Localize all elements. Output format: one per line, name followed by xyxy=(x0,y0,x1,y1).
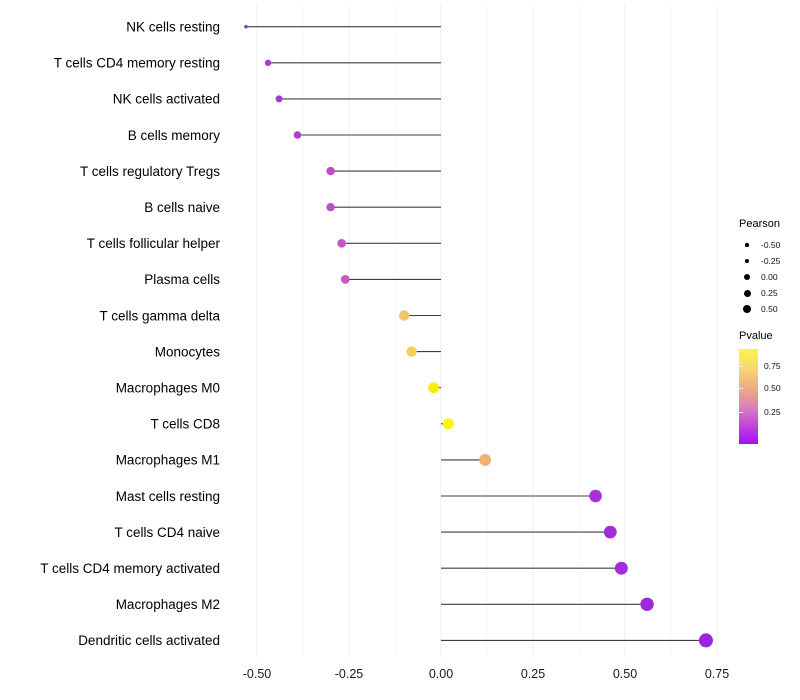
x-axis-tick-label: -0.50 xyxy=(243,667,272,681)
y-axis-label: T cells follicular helper xyxy=(87,236,221,251)
lollipop-dot xyxy=(614,561,628,575)
gradient-tick xyxy=(739,411,743,413)
x-axis-tick-label: 0.25 xyxy=(521,667,545,681)
lollipop-dot xyxy=(293,131,302,139)
y-axis-label: T cells CD8 xyxy=(150,417,220,432)
lollipop-dot xyxy=(479,453,492,466)
pvalue-gradient-bar: 0.75 0.50 0.25 xyxy=(739,349,781,444)
size-legend-dot-cell xyxy=(739,289,755,297)
size-legend-entry: 0.00 xyxy=(739,269,799,285)
size-legend-dot-cell xyxy=(739,274,755,280)
y-axis-label: T cells CD4 memory activated xyxy=(40,561,220,576)
gradient-tick xyxy=(739,388,743,390)
size-legend-dot xyxy=(744,258,750,264)
x-axis-tick-label: -0.25 xyxy=(335,667,364,681)
y-axis-label: Plasma cells xyxy=(144,272,220,287)
color-legend: Pvalue 0.75 0.50 0.25 xyxy=(739,330,799,444)
y-axis-label: T cells gamma delta xyxy=(99,308,220,323)
x-axis-tick-label: 0.50 xyxy=(613,667,637,681)
gradient-tick-label: 0.25 xyxy=(764,406,781,417)
lollipop-dot xyxy=(640,597,654,611)
y-axis-label: Macrophages M1 xyxy=(116,453,220,468)
y-axis-label: Mast cells resting xyxy=(116,489,220,504)
y-axis-label: Macrophages M0 xyxy=(116,381,220,396)
y-axis-label: T cells regulatory Tregs xyxy=(80,164,220,179)
lollipop-dot xyxy=(275,95,283,103)
color-legend-title: Pvalue xyxy=(739,330,773,342)
lollipop-dot xyxy=(406,346,417,357)
y-axis-label: T cells CD4 memory resting xyxy=(54,56,220,71)
gradient-tick-label: 0.50 xyxy=(764,383,781,394)
y-axis-label: B cells memory xyxy=(128,128,221,143)
size-legend-dot xyxy=(745,243,749,247)
size-legend-label: 0.25 xyxy=(761,288,778,298)
pvalue-gradient xyxy=(739,349,758,444)
y-axis-label: B cells naive xyxy=(144,200,220,215)
size-legend-label: 0.50 xyxy=(761,304,778,314)
lollipop-dot xyxy=(326,203,335,212)
size-legend-dot xyxy=(743,305,751,313)
size-legend-dot-cell xyxy=(739,305,755,313)
y-axis-label: NK cells activated xyxy=(113,92,220,107)
size-legend-entry: 0.50 xyxy=(739,301,799,317)
gradient-tick-label: 0.75 xyxy=(764,360,781,371)
y-axis-label: Monocytes xyxy=(155,344,221,359)
size-legend-dot xyxy=(743,289,751,297)
size-legend-dot-cell xyxy=(739,243,755,247)
y-axis-label: NK cells resting xyxy=(126,20,220,35)
lollipop-dot xyxy=(399,310,410,321)
size-legend-entries: -0.50 -0.25 0.00 0.25 0.50 xyxy=(739,237,799,317)
gradient-tick xyxy=(739,365,743,367)
lollipop-dot xyxy=(603,525,617,539)
size-legend-label: -0.25 xyxy=(761,256,781,266)
y-axis-label: Macrophages M2 xyxy=(116,597,220,612)
lollipop-dot xyxy=(340,275,350,284)
size-legend-entry: -0.25 xyxy=(739,253,799,269)
y-axis-label: Dendritic cells activated xyxy=(78,633,220,648)
x-axis-tick-label: 0.00 xyxy=(429,667,453,681)
lollipop-dot xyxy=(264,59,272,66)
lollipop-dot xyxy=(698,633,713,648)
size-legend: Pearson -0.50 -0.25 0.00 0.25 0.50 xyxy=(739,218,799,317)
size-legend-dot-cell xyxy=(739,258,755,264)
size-legend-dot xyxy=(744,274,750,280)
lollipop-dot xyxy=(442,418,454,430)
y-axis-label: T cells CD4 naive xyxy=(114,525,220,540)
lollipop-dot xyxy=(589,489,602,503)
x-axis-tick-label: 0.75 xyxy=(705,667,729,681)
lollipop-dot xyxy=(244,25,248,29)
lollipop-dot xyxy=(326,166,335,176)
size-legend-label: 0.00 xyxy=(761,272,778,282)
lollipop-dot xyxy=(337,239,346,248)
lollipop-dot xyxy=(428,382,440,394)
size-legend-label: -0.50 xyxy=(761,240,781,250)
size-legend-entry: 0.25 xyxy=(739,285,799,301)
size-legend-entry: -0.50 xyxy=(739,237,799,253)
size-legend-title: Pearson xyxy=(739,218,780,230)
